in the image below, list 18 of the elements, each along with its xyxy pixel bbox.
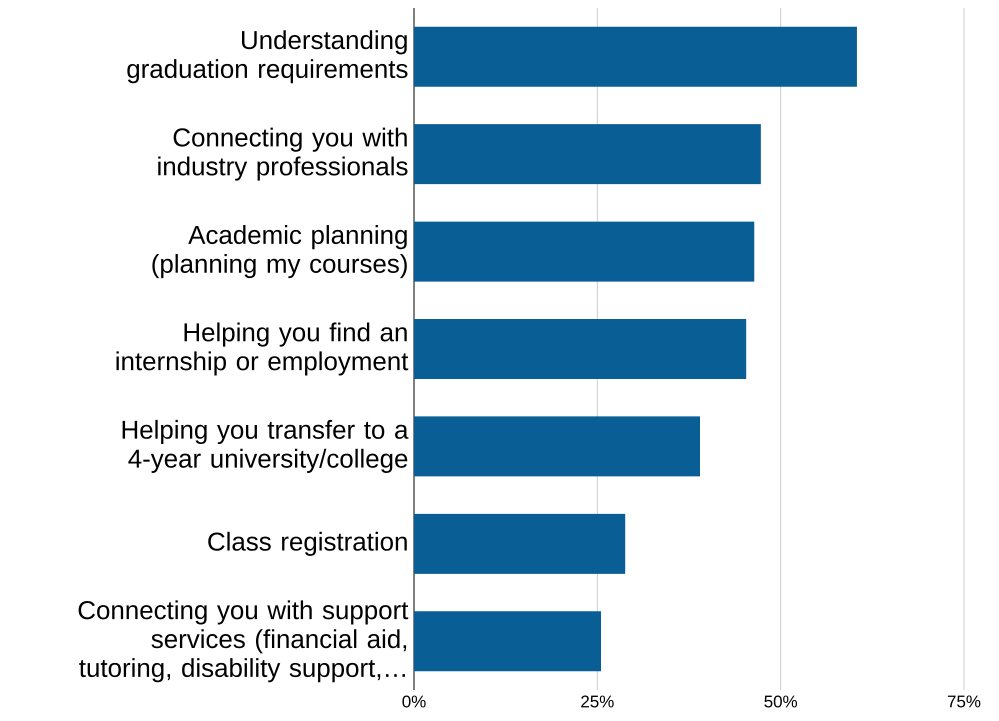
y-tick-label: Helping you find an internship or employment: [116, 322, 408, 376]
y-tick-label: Class registration: [208, 532, 407, 556]
y-tick-label: Academic planning (planning my courses): [152, 225, 407, 278]
y-tick-label: Connecting you with industry professionals: [158, 128, 408, 181]
bar: [414, 318, 746, 379]
x-tick-label: 75%: [948, 696, 980, 708]
bar: [414, 416, 700, 476]
bar: [414, 222, 754, 282]
bar: [414, 26, 857, 87]
y-tick-label: Helping you transfer to a 4-year university/college: [122, 420, 408, 473]
bar: [414, 611, 602, 672]
x-tick-label: 25%: [581, 696, 614, 708]
x-tick-label: 50%: [764, 696, 798, 708]
bar: [414, 514, 626, 574]
y-tick-label: Understanding graduation requirements: [127, 30, 408, 84]
bar: [414, 124, 761, 184]
y-tick-label: Connecting you with support services (financial aid, tutoring, disability support,…: [78, 600, 408, 682]
x-tick-label: 0%: [402, 696, 426, 708]
